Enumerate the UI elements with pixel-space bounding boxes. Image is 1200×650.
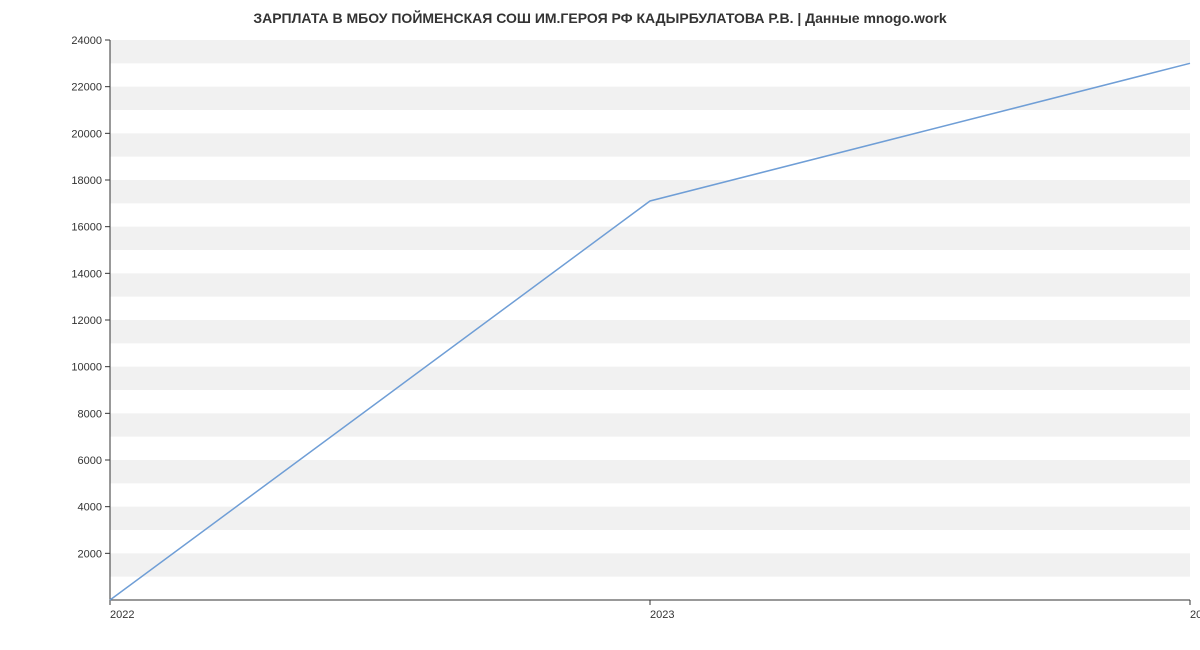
salary-line-chart: 2000 4000 6000 8000 10000 12000 14000 16000 1800… xyxy=(0,0,1200,650)
y-tick-label: 14000 xyxy=(71,268,102,280)
grid-band xyxy=(110,273,1190,296)
y-tick-label: 18000 xyxy=(71,175,102,187)
grid-band xyxy=(110,87,1190,110)
grid-band xyxy=(110,507,1190,530)
y-tick-label: 8000 xyxy=(78,408,102,420)
y-tick-label: 6000 xyxy=(78,455,102,467)
y-tick-label: 24000 xyxy=(71,35,102,47)
x-tick-label: 2024 xyxy=(1190,609,1200,621)
grid-band xyxy=(110,40,1190,63)
y-tick-label: 20000 xyxy=(71,128,102,140)
y-tick-label: 12000 xyxy=(71,315,102,327)
grid-band xyxy=(110,320,1190,343)
y-tick-label: 22000 xyxy=(71,82,102,94)
y-tick-label: 2000 xyxy=(78,548,102,560)
grid-band xyxy=(110,413,1190,436)
grid-band xyxy=(110,367,1190,390)
x-tick-label: 2023 xyxy=(650,609,674,621)
x-tick-label: 2022 xyxy=(110,609,134,621)
y-tick-label: 16000 xyxy=(71,222,102,234)
grid-band xyxy=(110,227,1190,250)
y-tick-label: 10000 xyxy=(71,362,102,374)
y-tick-label: 4000 xyxy=(78,502,102,514)
grid-band xyxy=(110,133,1190,156)
grid-band xyxy=(110,180,1190,203)
grid-band xyxy=(110,553,1190,576)
